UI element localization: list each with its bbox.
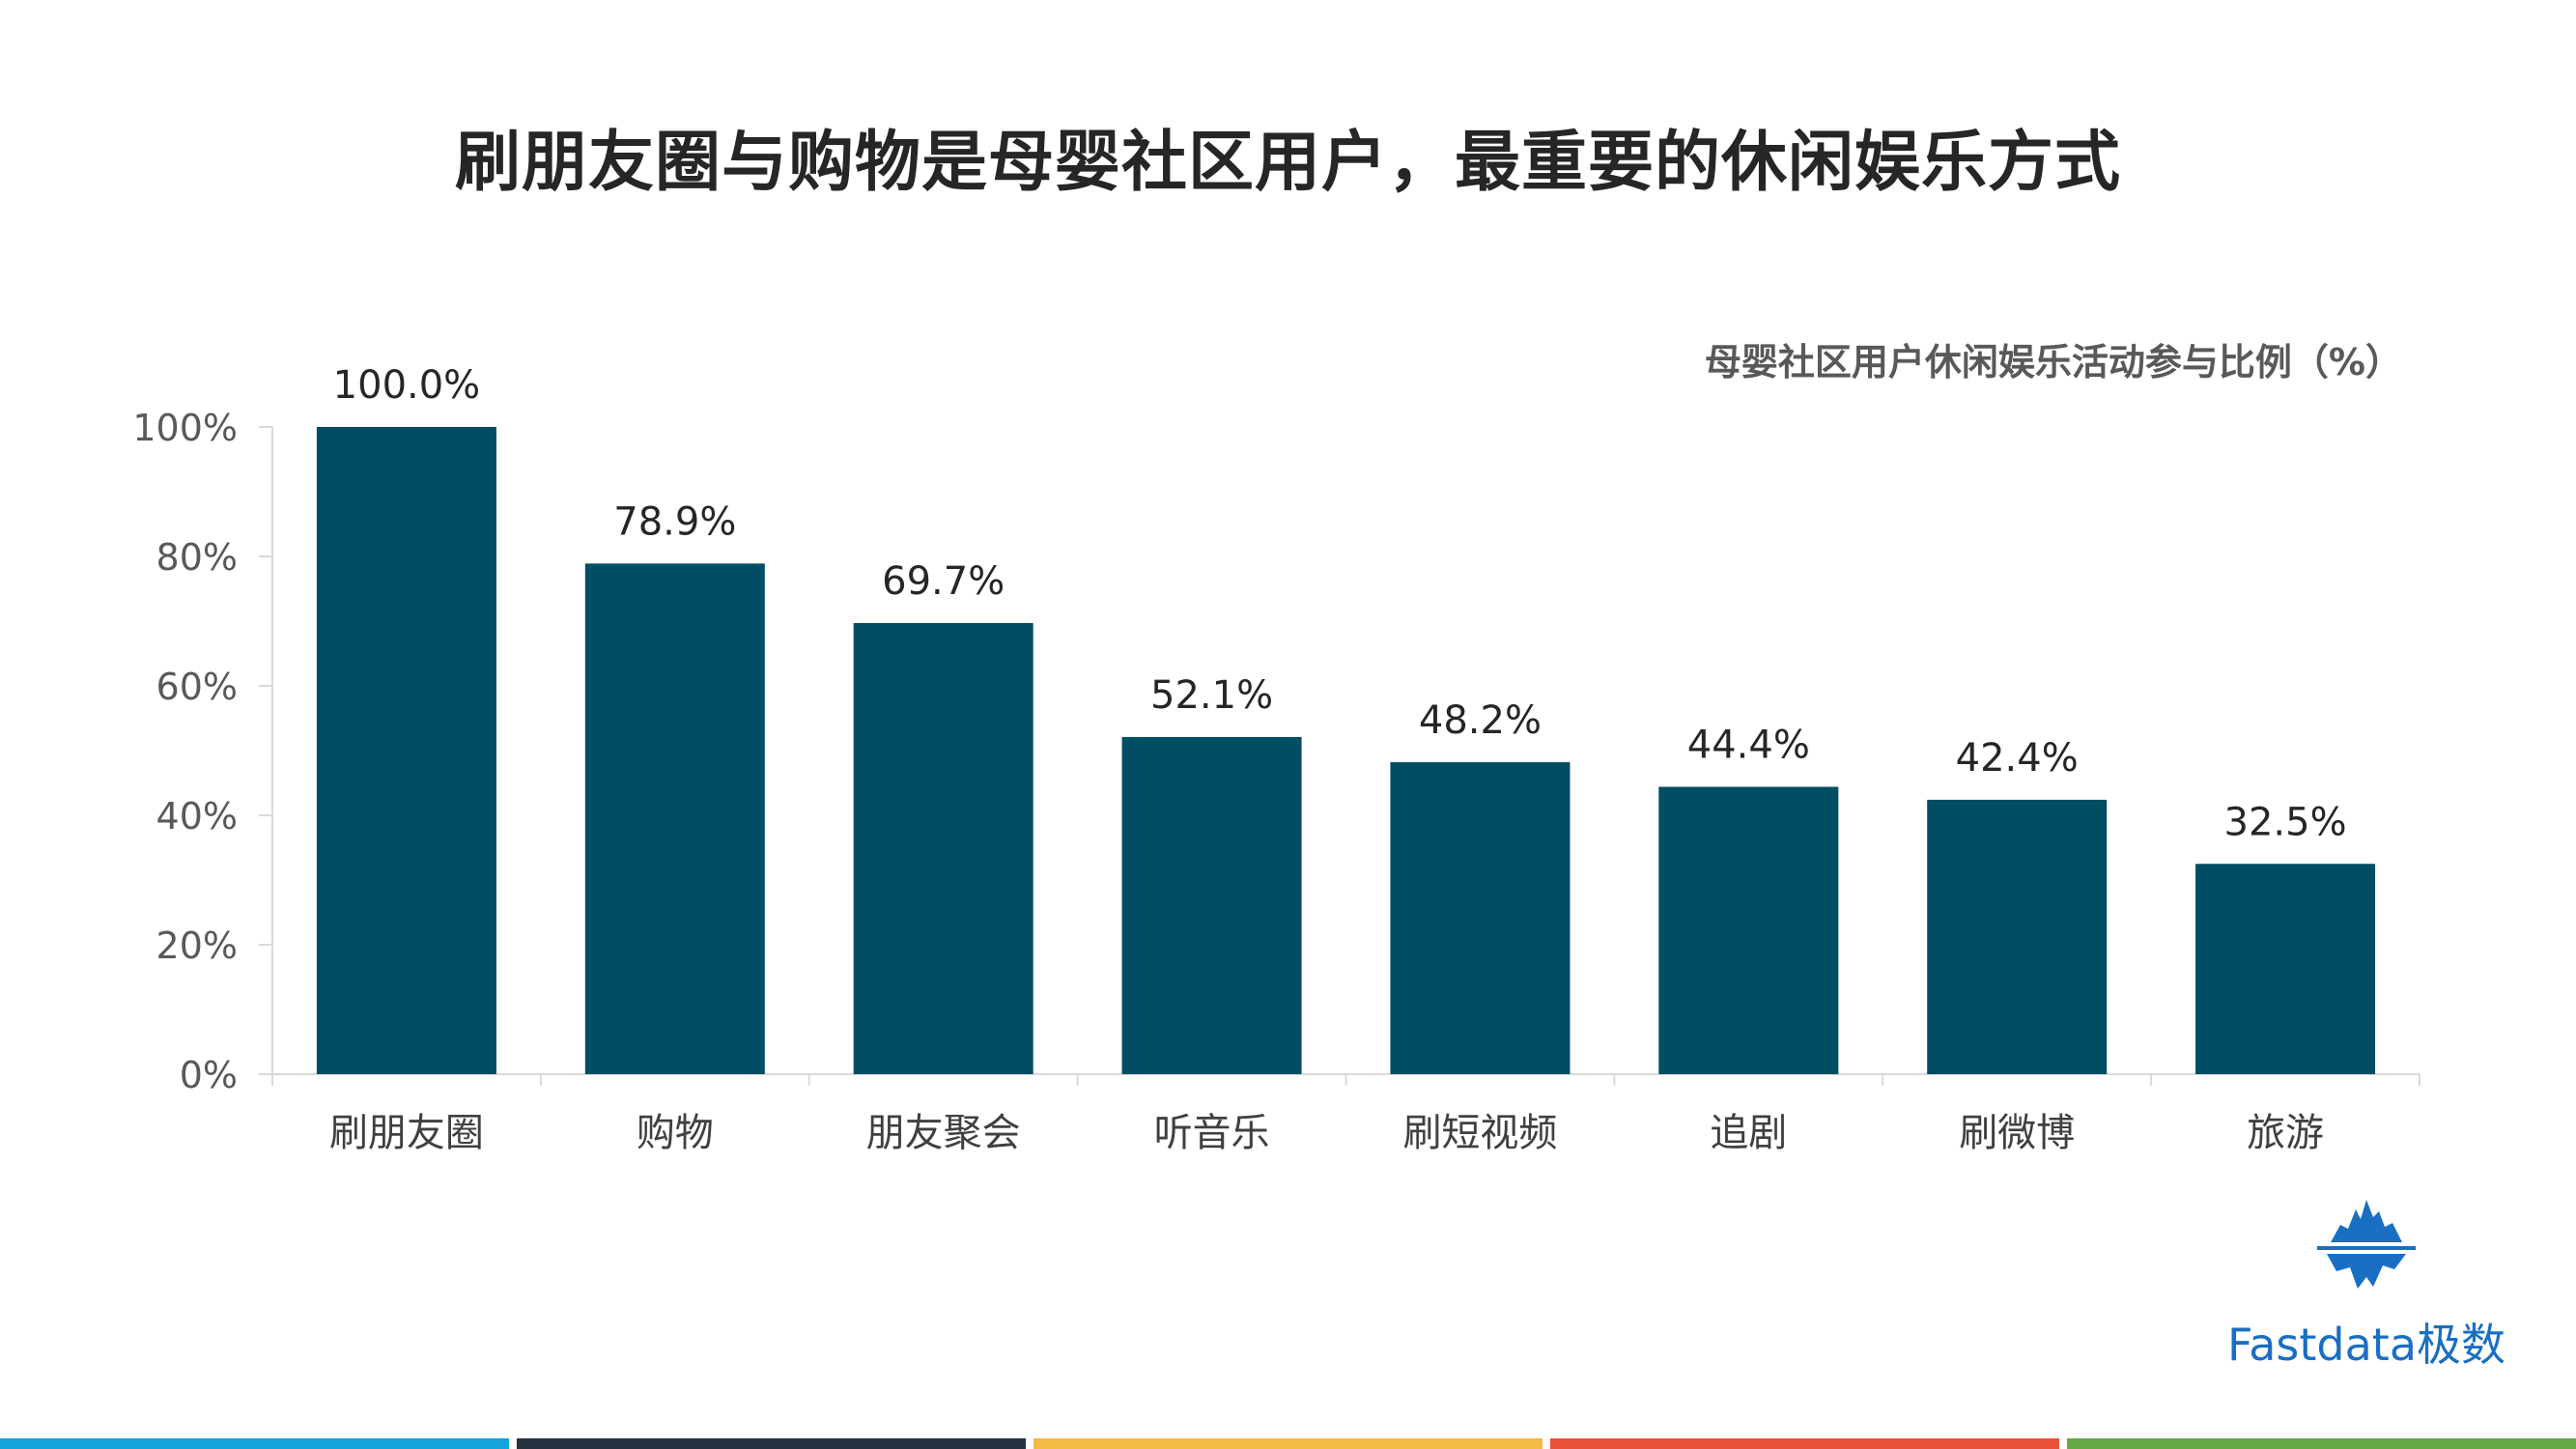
data-label: 42.4% bbox=[1956, 736, 2079, 781]
data-label: 78.9% bbox=[613, 499, 736, 544]
x-tick-label: 听音乐 bbox=[1154, 1111, 1270, 1155]
bar bbox=[2195, 864, 2376, 1074]
y-tick-label: 60% bbox=[156, 666, 238, 708]
bar bbox=[1390, 762, 1571, 1074]
bar bbox=[853, 623, 1033, 1074]
chart-bars bbox=[316, 427, 2376, 1074]
chart-title: 母婴社区用户休闲娱乐活动参与比例（%） bbox=[1704, 341, 2402, 384]
data-label: 52.1% bbox=[1150, 673, 1273, 718]
x-tick-label: 刷朋友圈 bbox=[329, 1111, 484, 1155]
brand-logo-text: Fastdata极数 bbox=[2226, 1319, 2506, 1371]
footer-color-strip bbox=[0, 1438, 2576, 1449]
y-tick-label: 100% bbox=[132, 407, 238, 449]
strip-segment bbox=[1550, 1438, 2059, 1449]
strip-segment bbox=[2067, 1438, 2576, 1449]
chart-labels: 0% 20% 40% 60% 80% 100% 100.0% 刷朋友圈 78.9% 购物 69.7%… bbox=[132, 363, 2346, 1155]
bar bbox=[1927, 799, 2108, 1074]
data-label: 44.4% bbox=[1687, 724, 1810, 768]
data-label: 100.0% bbox=[333, 363, 481, 408]
data-label: 48.2% bbox=[1419, 698, 1542, 743]
x-tick-label: 刷微博 bbox=[1959, 1111, 2075, 1155]
brand-logo: Fastdata极数 bbox=[2222, 1198, 2511, 1372]
bar bbox=[316, 427, 496, 1074]
data-label: 69.7% bbox=[882, 559, 1005, 604]
iceberg-logo-icon bbox=[2317, 1200, 2416, 1289]
y-tick-label: 40% bbox=[156, 795, 238, 838]
x-tick-label: 购物 bbox=[637, 1111, 714, 1155]
data-label: 32.5% bbox=[2224, 800, 2347, 844]
strip-segment bbox=[0, 1438, 509, 1449]
bar bbox=[1658, 786, 1839, 1074]
strip-segment bbox=[1033, 1438, 1543, 1449]
bar bbox=[584, 563, 765, 1074]
x-tick-label: 旅游 bbox=[2247, 1111, 2324, 1155]
strip-segment bbox=[517, 1438, 1026, 1449]
y-tick-label: 20% bbox=[156, 924, 238, 967]
x-tick-label: 朋友聚会 bbox=[866, 1111, 1021, 1155]
page-title: 刷朋友圈与购物是母婴社区用户，最重要的休闲娱乐方式 bbox=[454, 125, 2121, 201]
y-tick-label: 80% bbox=[156, 536, 238, 579]
x-tick-label: 追剧 bbox=[1710, 1111, 1787, 1155]
bar bbox=[1121, 736, 1302, 1074]
y-tick-label: 0% bbox=[180, 1054, 238, 1096]
x-tick-label: 刷短视频 bbox=[1402, 1111, 1557, 1155]
